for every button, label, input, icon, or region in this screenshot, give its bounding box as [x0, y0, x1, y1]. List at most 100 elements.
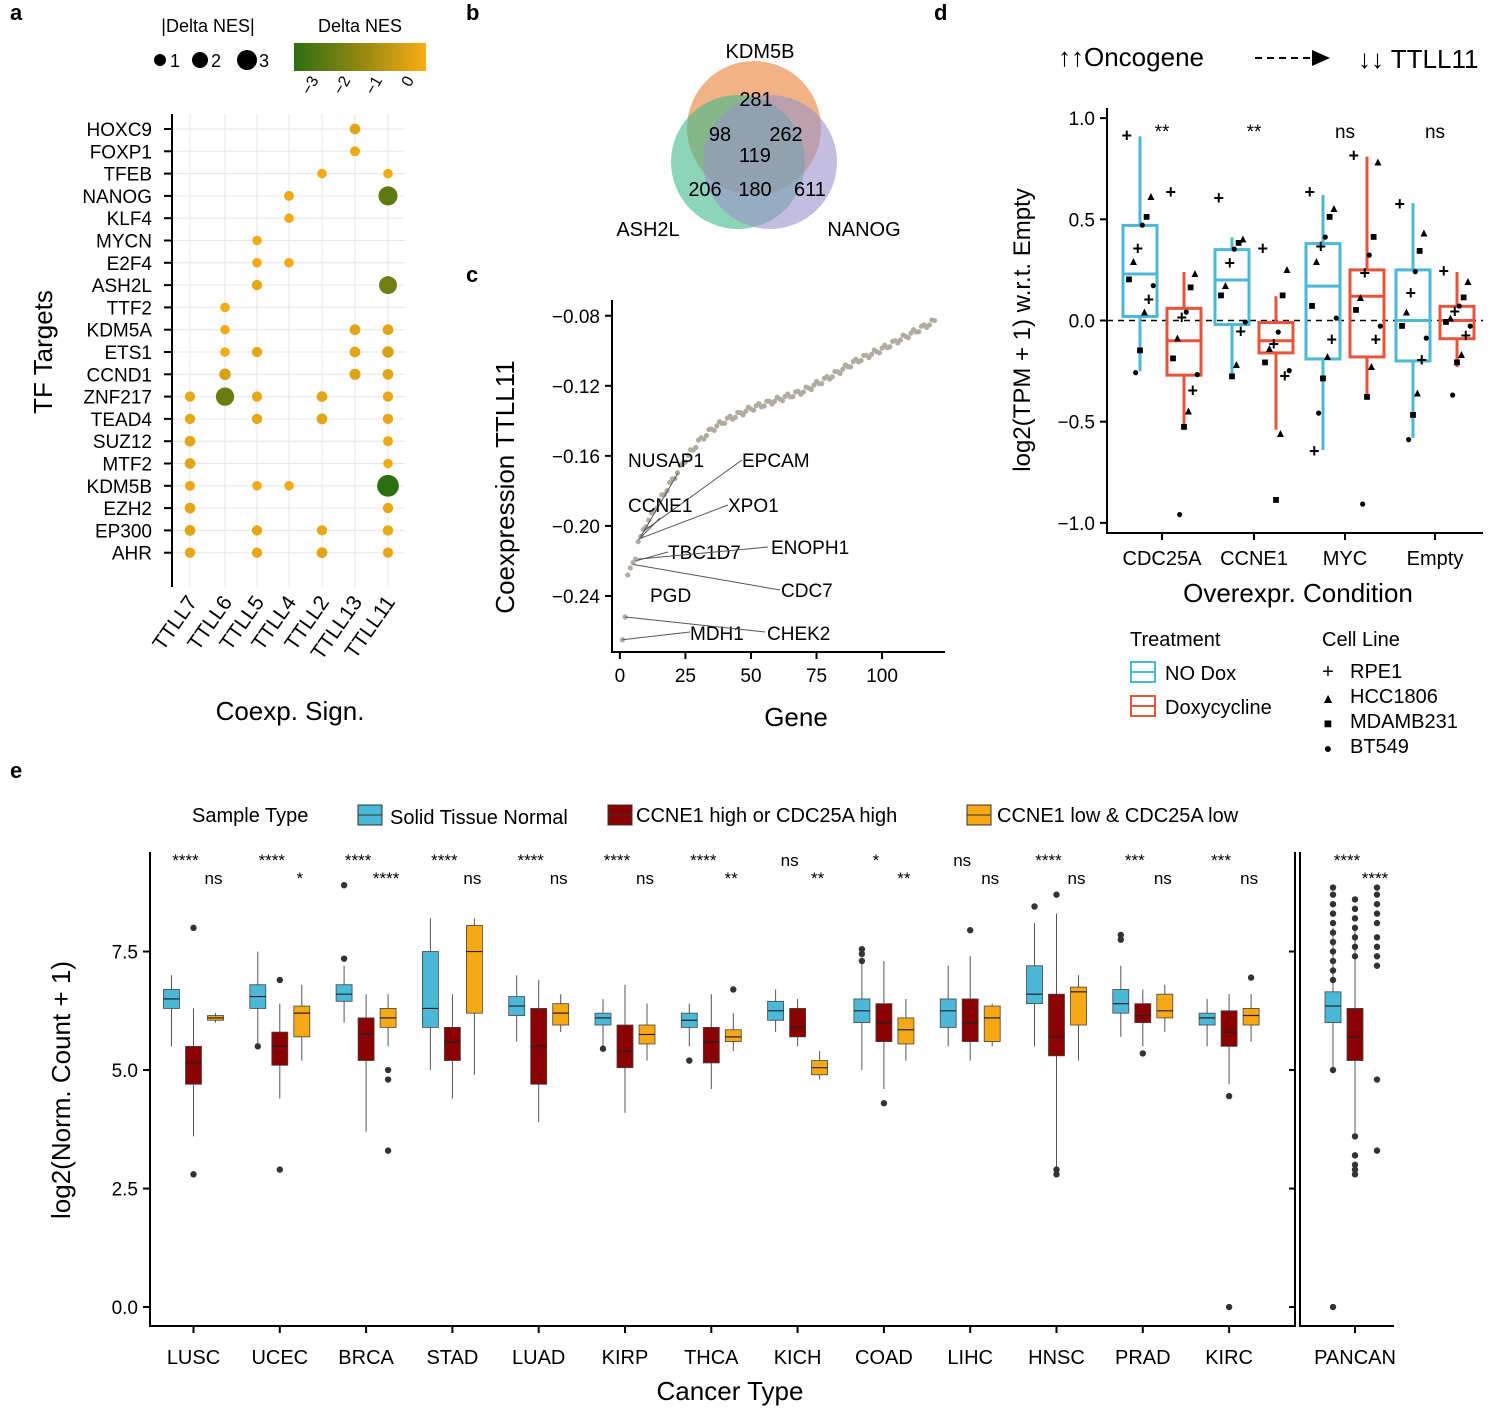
e-significance-top-lusc: ****: [172, 851, 199, 870]
c-gene-point: [667, 479, 673, 486]
e-outlier-pancan: [1329, 929, 1337, 936]
a-dot-mycn-ttll5: [252, 235, 262, 246]
d-legend-label-dox: Doxycycline: [1165, 697, 1272, 719]
e-outlier-pancan: [1329, 891, 1337, 898]
a-dot-ccnd1-ttll13: [349, 368, 361, 380]
d-point-cdc25a-dox: ■: [1169, 351, 1176, 365]
e-outlier-pancan: [1351, 1166, 1359, 1173]
c-gene-label-chek2: CHEK2: [767, 624, 830, 645]
e-box-ccne1-low-cdc25a-low-coad: [897, 1017, 915, 1045]
c-y-tick-label-2: −0.16: [552, 447, 600, 468]
d-point-myc-dox: ■: [1363, 389, 1370, 403]
e-box-ccne1-low-cdc25a-low-ucec: [293, 1005, 311, 1038]
e-outlier-thca: [686, 1057, 693, 1064]
d-point-cdc25a-nodox: ▲: [1138, 304, 1150, 318]
d-point-empty-nodox: +: [1406, 283, 1417, 303]
c-leader-chek2: [625, 616, 766, 633]
d-point-ccne1-dox: ▲: [1274, 426, 1286, 440]
c-gene-point: [682, 459, 689, 465]
e-box-ccne1-low-cdc25a-low-thca: [724, 1029, 742, 1042]
d-point-ccne1-nodox: +: [1225, 253, 1236, 273]
d-point-empty-dox: ■: [1442, 315, 1449, 329]
a-dot-tead4-ttll7: [184, 413, 196, 425]
a-y-tick-label-hoxc9: HOXC9: [87, 120, 152, 141]
a-dot-kdm5a-ttll13: [349, 324, 361, 336]
c-x-tick-label-0: 0: [615, 666, 626, 687]
e-outlier-pancan: [1351, 934, 1359, 941]
a-y-tick-label-suz12: SUZ12: [93, 432, 152, 453]
d-cellline-legend-title: Cell Line: [1322, 629, 1400, 651]
size-legend-label-1: 1: [170, 51, 180, 71]
a-dot-ezh2-ttll11: [382, 502, 394, 514]
c-gene-label-epcam: EPCAM: [742, 451, 810, 472]
d-point-empty-dox: ■: [1460, 290, 1467, 304]
e-significance-top-ucec: ****: [259, 851, 286, 870]
e-box-ccne1-low-cdc25a-low-lihc: [983, 1005, 1001, 1042]
a-dot-ets1-ttll6: [220, 347, 230, 357]
e-outlier-hnsc: [1053, 1166, 1060, 1173]
e-outlier-coad: [858, 945, 866, 953]
e-box-ccne1-high-or-cdc25a-high-lusc: [185, 1045, 202, 1085]
d-point-empty-nodox: ■: [1398, 319, 1405, 333]
c-gene-point: [808, 386, 814, 393]
c-gene-point: [685, 452, 691, 458]
d-point-cdc25a-dox: ■: [1187, 280, 1194, 294]
d-point-myc-nodox: ▲: [1321, 349, 1333, 363]
e-x-tick-label-stad: STAD: [426, 1347, 478, 1369]
c-gene-point: [868, 351, 875, 357]
e-outlier-pancan: [1329, 884, 1337, 891]
d-point-empty-dox: ▲: [1444, 310, 1456, 324]
d-y-tick-label-4: −1.0: [1057, 514, 1095, 535]
d-point-cdc25a-dox: +: [1188, 380, 1199, 400]
e-x-tick-label-kich: KICH: [774, 1347, 822, 1369]
venn-label-kdm5b: KDM5B: [726, 41, 795, 63]
e-outlier-pancan: [1351, 1171, 1359, 1178]
e-outlier-hnsc: [1031, 903, 1038, 910]
d-box-no-dox-ccne1: [1213, 248, 1251, 327]
c-gene-point: [732, 414, 738, 421]
c-gene-point: [693, 444, 699, 451]
venn-region-all: 119: [739, 145, 771, 167]
d-x-tick-label-empty: Empty: [1407, 548, 1464, 570]
e-outlier-pancan: [1329, 1066, 1337, 1074]
c-gene-point: [722, 420, 728, 426]
panel-label-b: b: [466, 0, 479, 25]
e-box-ccne1-high-or-cdc25a-high-hnsc: [1048, 993, 1065, 1057]
d-box-no-dox-cdc25a: [1121, 223, 1159, 318]
e-axis-main: [149, 852, 1296, 1327]
e-outlier-pancan: [1373, 891, 1381, 898]
c-gene-point: [779, 398, 786, 404]
e-significance-bottom-hnsc: ns: [1068, 869, 1086, 888]
d-title-arrow-head: [1312, 50, 1330, 66]
a-dot-suz12-ttll7: [184, 435, 196, 447]
a-y-tick-label-znf217: ZNF217: [83, 388, 152, 409]
c-x-tick-label-2: 50: [740, 666, 761, 687]
e-outlier-hnsc: [1053, 1171, 1060, 1178]
a-y-tick-label-klf4: KLF4: [107, 209, 153, 230]
d-cellline-label-rpe1: RPE1: [1350, 661, 1402, 683]
panel-c-coexpression: −0.08 −0.12 −0.16 −0.20 −0.24 0 25 50 75 100 NUSA…: [490, 300, 945, 732]
e-box-solid-tissue-normal-brca: [335, 984, 353, 1002]
d-point-empty-nodox: ▲: [1411, 385, 1423, 399]
e-box-solid-tissue-normal-pancan: [1324, 991, 1342, 1024]
panel-a-dotplot: |Delta NES| 1 2 3 Delta NES −3 −2 −1 0 HOXC…: [28, 16, 426, 726]
c-gene-point: [656, 497, 662, 504]
e-outlier-pancan: [1329, 967, 1337, 974]
c-y-tick-label-0: −0.08: [552, 307, 600, 328]
c-gene-point: [761, 403, 767, 409]
a-dot-znf217-ttll6: [215, 387, 235, 406]
c-x-tick-label-1: 25: [675, 666, 696, 687]
e-x-tick-label-pancan: PANCAN: [1314, 1347, 1396, 1369]
e-x-tick-label-luad: LUAD: [512, 1347, 565, 1369]
e-legend-label-normal: Solid Tissue Normal: [390, 807, 568, 829]
d-point-empty-dox: +: [1439, 261, 1450, 281]
c-leader-enoph1: [638, 546, 769, 560]
d-point-myc-nodox: +: [1309, 441, 1320, 461]
e-outlier-pancan: [1329, 957, 1337, 965]
d-x-tick-label-cdc25a: CDC25A: [1123, 548, 1203, 570]
d-point-cdc25a-nodox: ▲: [1127, 254, 1139, 268]
a-y-tick-label-nanog: NANOG: [82, 187, 152, 208]
c-gene-point: [837, 370, 843, 376]
d-point-myc-dox: ●: [1366, 248, 1373, 262]
e-legend-label-high: CCNE1 high or CDC25A high: [636, 805, 897, 827]
